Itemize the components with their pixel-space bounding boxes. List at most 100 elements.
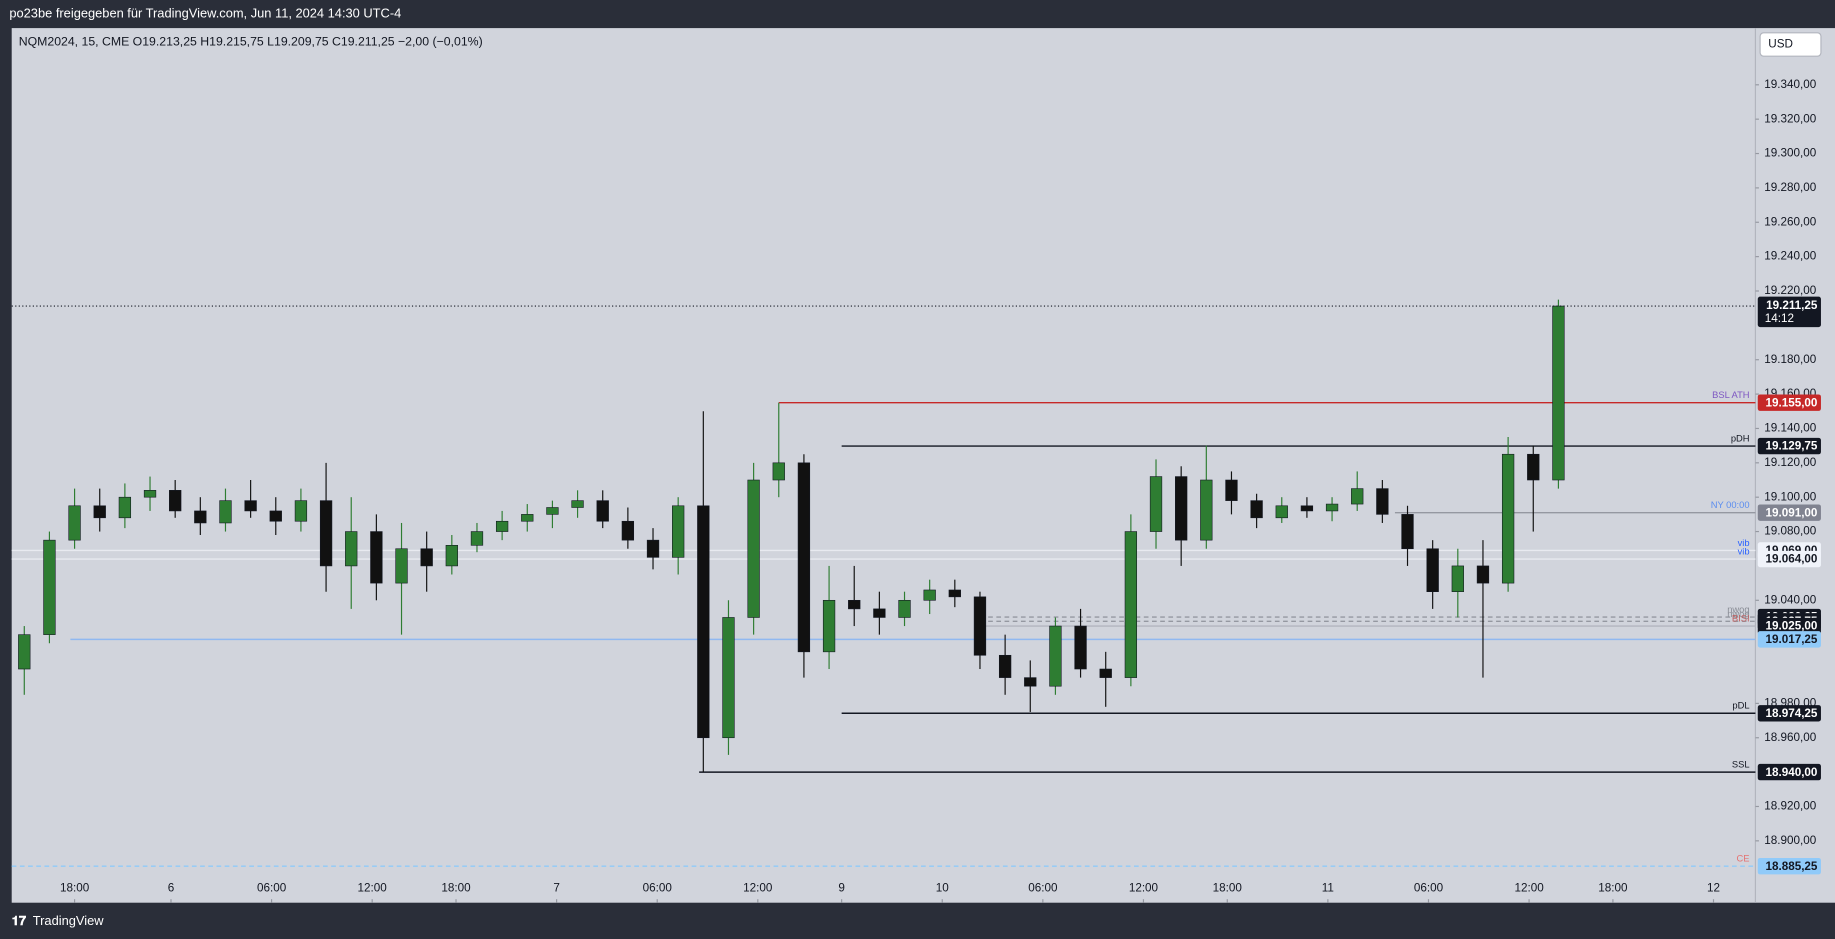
price-tag [1757,504,1821,521]
level-label: pDL [1732,701,1749,711]
candle-body [1401,514,1414,550]
price-tag [1757,617,1821,635]
candle-body [294,500,308,522]
candle-body [18,634,31,670]
x-tick-label: 06:00 [1414,882,1444,895]
x-tick-label: 12:00 [358,882,388,895]
price-tag [1757,631,1821,648]
level-label: BSL ATH [1712,390,1749,400]
x-tick-label: 12:00 [1514,882,1544,895]
price-tag-label: 19.129,75 [1765,440,1817,453]
price-tag [1757,550,1821,568]
header-title: po23be freigegeben für TradingView.com, … [9,5,401,20]
price-tag-label: 19.091,00 [1765,506,1817,519]
current-price-label: 19.211,25 [1766,299,1818,312]
candle-body [68,505,81,541]
x-tick-label: 06:00 [643,882,673,895]
candle-body [646,539,660,558]
candle-body [143,490,157,498]
level-label: vib [1738,538,1750,548]
candle-body [848,599,861,610]
candle-body [1351,488,1364,505]
y-tick-label: 19.260,00 [1764,215,1816,228]
candle-body [1074,625,1087,670]
level-label: BISI [1732,614,1750,624]
x-tick-label: 10 [936,882,949,895]
candle-body [219,500,232,524]
candle-body [1376,488,1389,515]
candle-body [1476,565,1490,584]
x-tick-label: 9 [838,882,845,895]
candle-body [43,539,56,635]
candle-body [621,520,635,541]
candle-body [722,617,735,739]
price-tag-label: 18.940,00 [1765,766,1817,779]
candle-body [420,548,433,567]
currency-button[interactable] [1759,32,1822,57]
y-tick-label: 19.220,00 [1764,284,1816,297]
candle-body [1527,453,1540,481]
candle-body [118,496,132,519]
candle-body [772,462,785,481]
candle-body [998,654,1012,678]
x-tick-label: 7 [553,882,560,895]
candle-body [1250,500,1263,519]
candle-body [93,505,106,519]
price-tag-label: 19.025,00 [1765,620,1817,633]
y-tick-label: 19.080,00 [1764,525,1816,538]
x-tick-label: 18:00 [1598,882,1628,895]
candle-body [1426,548,1439,592]
current-price-tag [1757,296,1821,328]
y-tick-label: 18.960,00 [1764,731,1816,744]
price-tag-label: 18.974,25 [1765,707,1817,720]
candle-body [521,514,534,522]
price-tag-label: 19.017,25 [1765,633,1817,646]
candle-body [1275,505,1288,519]
candle-body [898,599,911,618]
candle-body [1175,476,1188,541]
x-tick-label: 18:00 [1213,882,1243,895]
x-tick-label: 12:00 [743,882,773,895]
brand-logo[interactable]: 𝟏𝟕 [12,913,27,928]
candle-body [470,531,484,546]
candle-body [747,479,760,618]
candle-body [1501,453,1515,584]
y-tick-label: 19.140,00 [1764,422,1816,435]
price-tag [1757,437,1821,455]
x-tick-label: 12 [1707,882,1720,895]
level-label: nwog [1727,604,1749,614]
candle-body [923,589,936,601]
candle-body [571,500,584,508]
candle-body [445,545,458,567]
price-tag-label: 19.064,00 [1765,553,1817,566]
candle-body [194,510,207,524]
candle-body [1552,305,1565,481]
candle-body [797,462,811,653]
y-tick-label: 19.040,00 [1764,593,1816,606]
candle-body [345,531,358,567]
x-tick-label: 12:00 [1129,882,1159,895]
candle-body [697,505,710,739]
candle-body [546,507,559,515]
level-label: nwog [1727,609,1749,619]
y-tick-label: 19.180,00 [1764,353,1816,366]
candle-body [395,548,408,584]
y-tick-label: 19.280,00 [1764,181,1816,194]
candle-body [244,500,257,512]
brand-name[interactable]: TradingView [33,913,104,928]
price-tag [1757,705,1821,722]
candle-body [169,490,182,512]
price-tag-label: 18.885,25 [1765,860,1817,873]
x-tick-label: 6 [168,882,175,895]
candle-body [973,596,987,656]
currency-label[interactable]: USD [1768,38,1793,51]
candle-body [269,510,282,522]
level-label: NY 00:00 [1711,500,1750,510]
candle-body [873,608,886,618]
y-tick-label: 18.900,00 [1764,834,1816,847]
candle-body [1024,677,1037,687]
price-tag [1757,763,1821,781]
candle-body [370,531,383,584]
